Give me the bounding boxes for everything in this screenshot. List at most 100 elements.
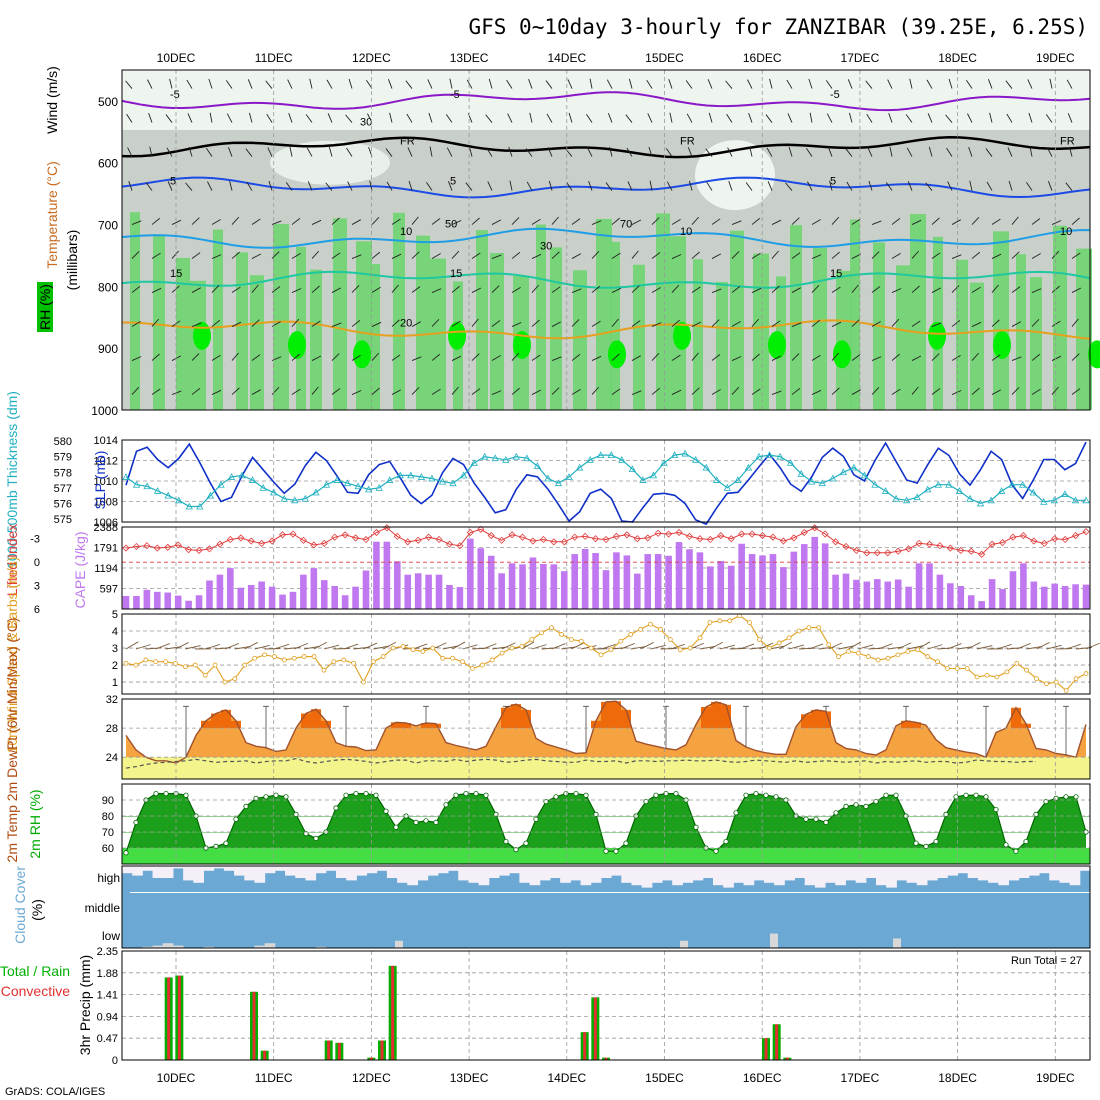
temp-hot-segment xyxy=(811,709,821,729)
temp-hot-segment xyxy=(1011,707,1021,729)
precip-convective-bar xyxy=(604,1057,608,1060)
rh-moist-column xyxy=(790,225,802,410)
wind-barb xyxy=(509,180,513,191)
wind-barb xyxy=(829,180,833,191)
x-tick-top: 13DEC xyxy=(450,51,489,65)
wind-barb xyxy=(571,354,581,361)
wind-speed-point xyxy=(400,643,406,649)
wind-barb-10m xyxy=(838,645,855,650)
lifted-index-point xyxy=(738,530,746,538)
wind-barb xyxy=(266,113,273,123)
wind-barb xyxy=(486,147,493,157)
temp-hot-segment xyxy=(311,709,321,729)
cape-bar xyxy=(206,580,213,609)
wind-barb xyxy=(251,218,261,225)
wind-barb xyxy=(1067,113,1073,123)
thickness-point xyxy=(966,494,974,502)
thickness-point xyxy=(723,484,731,491)
temp-hot-segment xyxy=(501,707,511,729)
lifted-index-point xyxy=(268,537,276,545)
thickness-point xyxy=(196,502,204,510)
wind-barb xyxy=(351,355,361,361)
wind-barb xyxy=(331,353,340,361)
wind-speed-point xyxy=(430,645,436,651)
wind-barb xyxy=(871,251,880,259)
wind-barb xyxy=(391,218,401,225)
y-tick-temp: 32 xyxy=(106,694,118,706)
wind-barb xyxy=(471,252,481,259)
contour-label: 15 xyxy=(450,268,462,280)
wind-barb xyxy=(391,253,402,259)
cloud-high-gap xyxy=(998,866,1009,886)
wind-barb xyxy=(291,253,301,259)
wind-barb-10m xyxy=(581,645,597,650)
lifted-index-point xyxy=(727,535,735,543)
cloud-high-gap xyxy=(213,866,225,869)
wind-barb xyxy=(431,388,441,395)
wind-barb xyxy=(288,112,293,123)
thickness-point xyxy=(628,465,637,473)
thickness-point xyxy=(575,463,584,471)
wind-barb xyxy=(131,286,141,293)
wind-barb xyxy=(831,286,841,293)
rh-moist-column xyxy=(573,270,587,410)
wind-barb-10m xyxy=(699,645,716,650)
wind-barb-10m xyxy=(511,645,528,650)
wind-speed-point xyxy=(628,632,634,637)
y-label-millibars: (millibars) xyxy=(64,230,80,291)
precip-convective-bar xyxy=(369,1057,373,1060)
wind-barb xyxy=(1031,218,1041,225)
lifted-index-point xyxy=(988,540,996,548)
wind-barb xyxy=(691,321,702,327)
y-tick-li: 0 xyxy=(34,557,40,569)
wind-barb xyxy=(771,219,782,225)
thickness-point xyxy=(776,452,784,460)
rh-moist-column xyxy=(476,230,488,410)
thickness-point xyxy=(375,484,383,491)
wind-speed-point xyxy=(766,645,772,651)
thickness-point xyxy=(744,463,753,471)
wind-barb-10m xyxy=(640,642,654,650)
cloud-high-gap xyxy=(437,866,449,874)
wind-speed-point xyxy=(202,672,208,678)
x-tick-top: 11DEC xyxy=(255,51,293,65)
rh-saturated-patch xyxy=(288,331,306,360)
lifted-index-point xyxy=(998,539,1007,547)
wind-barb xyxy=(951,285,960,293)
wind-barb xyxy=(326,79,333,89)
wind-barb xyxy=(711,389,721,395)
wind-barb xyxy=(451,220,462,225)
wind-speed-point xyxy=(529,637,535,642)
thickness-point xyxy=(270,488,278,496)
rh-point xyxy=(243,803,249,810)
rh-point xyxy=(293,811,299,818)
wind-barb xyxy=(1031,388,1041,395)
wind-barb xyxy=(431,218,441,225)
panel-frame xyxy=(121,69,1091,411)
cloud-high-gap xyxy=(244,866,255,881)
wind-barb xyxy=(785,182,793,191)
cape-bar xyxy=(414,573,422,609)
temp-low-band-front xyxy=(122,757,1090,779)
wind-barb-10m xyxy=(600,644,616,650)
rh-point xyxy=(773,794,779,800)
wind-speed-point xyxy=(816,625,822,631)
dewpoint-line xyxy=(125,757,1036,769)
precip-convective-bar xyxy=(593,997,597,1060)
wind-barb xyxy=(731,220,742,225)
rh-saturated-patch xyxy=(193,321,211,350)
wind-barb xyxy=(571,319,580,327)
thickness-point xyxy=(755,452,763,460)
wind-barb xyxy=(791,217,800,225)
y-label-temperature: Temperature (°C) xyxy=(44,161,60,269)
x-tick-top: 19DEC xyxy=(1036,51,1075,65)
wind-barb xyxy=(311,320,321,327)
panel-frame xyxy=(121,613,1091,695)
precip-convective-bar xyxy=(337,1042,341,1060)
wind-barb xyxy=(348,78,353,89)
wind-barb xyxy=(531,389,542,395)
contour-label: FR xyxy=(1060,135,1075,147)
lifted-index-point xyxy=(602,535,610,544)
cloud-high-gap xyxy=(682,866,694,883)
wind-barb xyxy=(951,254,962,259)
